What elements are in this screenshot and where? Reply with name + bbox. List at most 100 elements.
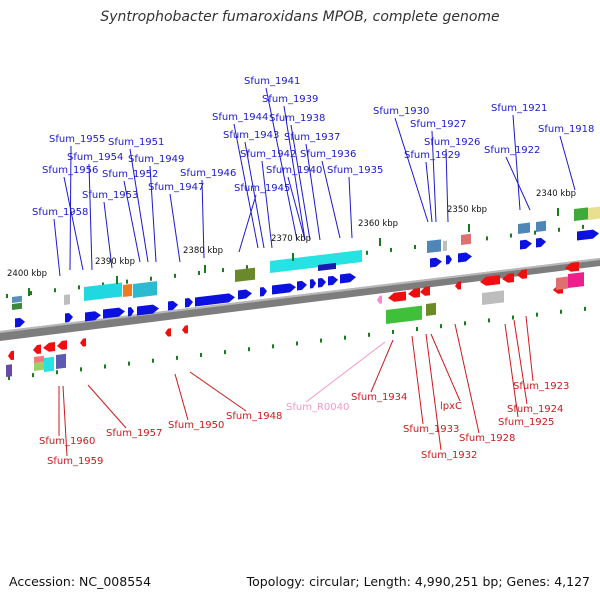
gene-label: Sfum_1930 — [373, 106, 429, 117]
gene-label: Sfum_1922 — [484, 145, 540, 156]
gene-label: Sfum_1928 — [459, 433, 515, 444]
forward-gene — [458, 252, 472, 263]
connector-line — [513, 319, 528, 405]
product-block — [588, 206, 600, 220]
product-block — [318, 262, 336, 271]
topology-summary: Topology: circular; Length: 4,990,251 bp… — [246, 574, 590, 589]
connector-line — [321, 160, 341, 239]
track-dash — [414, 245, 416, 250]
track-dash — [150, 276, 152, 281]
forward-gene — [328, 275, 338, 286]
track-dash — [174, 273, 176, 278]
reverse-gene — [80, 338, 86, 347]
connector-line — [445, 148, 449, 223]
scale-tick — [557, 208, 559, 216]
product-block — [44, 356, 54, 372]
product-block — [235, 267, 255, 282]
gene-label: Sfum_1939 — [262, 94, 318, 105]
gene-label: Sfum_1923 — [513, 381, 569, 392]
product-block — [123, 283, 132, 297]
product-block — [427, 239, 441, 253]
gene-label: Sfum_1941 — [244, 76, 300, 87]
scale-tick — [204, 265, 206, 273]
connector-line — [261, 160, 273, 249]
connector-line — [169, 193, 181, 263]
gene-label: Sfum_1945 — [234, 183, 290, 194]
product-block — [6, 364, 12, 377]
forward-gene — [15, 317, 25, 328]
connector-line — [129, 148, 149, 263]
reverse-gene — [57, 340, 67, 350]
forward-gene — [577, 229, 599, 241]
track-dash — [368, 332, 370, 337]
gene-label: Sfum_R0040 — [286, 402, 349, 413]
connector-line — [290, 124, 311, 241]
track-dash — [102, 282, 104, 287]
connector-line — [505, 156, 531, 211]
product-block — [568, 272, 584, 288]
scale-tick — [292, 253, 294, 261]
connector-line — [88, 163, 93, 271]
forward-gene — [430, 257, 442, 268]
scale-ticks: 2400 kbp 2390 kbp 2380 kbp 2370 kbp 2360 kbp… — [7, 189, 576, 296]
gene-label: Sfum_1956 — [42, 165, 98, 176]
track-dash — [582, 224, 584, 229]
scale-tick-label: 2390 kbp — [95, 257, 135, 267]
gene-label: Sfum_1940 — [266, 165, 322, 176]
reverse-gene — [43, 342, 55, 352]
genome-axis-band — [0, 258, 600, 341]
product-block — [386, 305, 422, 324]
reverse-gene — [565, 261, 579, 272]
product-block — [34, 355, 44, 363]
gene-label: Sfum_1929 — [404, 150, 460, 161]
scale-tick-label: 2400 kbp — [7, 269, 47, 279]
gene-label: Sfum_1925 — [498, 417, 554, 428]
connector-lines — [53, 87, 576, 457]
product-block — [426, 302, 436, 316]
track-dash — [80, 367, 82, 372]
gene-label: Sfum_1926 — [424, 137, 480, 148]
forward-gene — [446, 255, 452, 265]
gene-label: Sfum_1954 — [67, 152, 123, 163]
connector-line — [425, 161, 433, 223]
forward-gene — [85, 311, 101, 322]
gene-label: Sfum_1943 — [223, 130, 279, 141]
track-dash — [54, 288, 56, 293]
gene-label: Sfum_1955 — [49, 134, 105, 145]
forward-gene — [128, 307, 134, 317]
product-block — [34, 361, 44, 371]
connector-line — [454, 323, 480, 434]
gene-label: Sfum_1935 — [327, 165, 383, 176]
track-dash — [512, 315, 514, 320]
connector-line — [425, 333, 442, 451]
connector-line — [287, 176, 306, 241]
product-block — [461, 233, 471, 245]
track-dash — [344, 335, 346, 340]
track-dash — [6, 294, 8, 298]
connector-line — [370, 339, 394, 393]
forward-gene — [310, 279, 316, 289]
reverse-gene — [388, 291, 406, 302]
forward-gene — [65, 313, 73, 323]
reverse-gene — [408, 288, 420, 298]
track-dash — [392, 329, 394, 334]
gene-label: Sfum_1952 — [102, 169, 158, 180]
track-dash — [248, 347, 250, 352]
gene-label: Sfum_1944 — [212, 112, 268, 123]
product-block — [443, 240, 447, 251]
gene-label: Sfum_1946 — [180, 168, 236, 179]
connector-line — [525, 315, 534, 382]
connector-line — [305, 341, 386, 403]
gene-label: Sfum_1932 — [421, 450, 477, 461]
gene-label: Sfum_1924 — [507, 404, 563, 415]
track-dash — [224, 350, 226, 355]
track-dash — [32, 373, 34, 378]
track-dash — [560, 309, 562, 314]
track-dash — [176, 355, 178, 360]
connector-line — [305, 143, 321, 241]
connector-line — [265, 87, 298, 241]
gene-label: Sfum_1953 — [82, 190, 138, 201]
forward-gene — [195, 293, 235, 307]
gene-label: Sfum_1921 — [491, 103, 547, 114]
